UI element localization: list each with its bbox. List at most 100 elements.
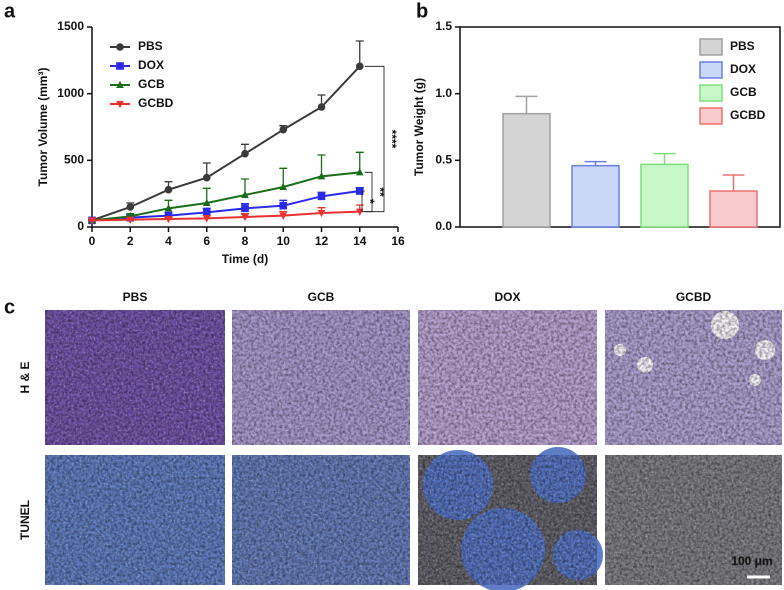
marker: [126, 216, 135, 224]
legend-label: GCBD: [730, 108, 766, 122]
marker: [202, 198, 211, 207]
series-line: [91, 210, 360, 222]
marker: [241, 190, 249, 199]
y-tick-label: 0: [77, 219, 84, 233]
marker: [88, 217, 96, 225]
error-bar: [722, 174, 745, 191]
micrograph-texture: [45, 310, 225, 445]
x-tick-label: 16: [391, 234, 405, 248]
marker: [279, 212, 288, 220]
error-bar: [515, 95, 538, 114]
micrograph-texture: [232, 455, 410, 585]
legend-label: PBS: [730, 39, 755, 53]
marker: [355, 62, 364, 71]
x-tick-label: 10: [277, 234, 291, 248]
legend-swatch: [699, 107, 723, 125]
legend-label: GCB: [730, 85, 757, 99]
marker: [126, 203, 135, 211]
column-label: GCBD: [676, 290, 712, 304]
micrograph-texture: [605, 310, 782, 445]
marker: [241, 213, 249, 222]
marker: [116, 100, 124, 109]
scale-bar-label: 100 μm: [731, 554, 772, 568]
micrograph-texture: [45, 455, 225, 585]
bar: [571, 164, 620, 228]
y-axis-label: Tumor Weight (g): [412, 78, 426, 176]
significance-bracket: [361, 190, 365, 213]
column-label: DOX: [494, 290, 520, 304]
legend-label: GCBD: [138, 96, 174, 110]
x-axis-label: Time (d): [222, 252, 268, 266]
marker: [241, 149, 249, 158]
y-tick-label: 0.0: [435, 219, 452, 233]
significance-label: *: [363, 199, 377, 204]
y-tick-label: 0.5: [435, 153, 452, 167]
micrograph-texture: [418, 310, 597, 445]
marker: [317, 192, 326, 201]
legend-swatch: [699, 38, 723, 56]
plot-frame: [459, 26, 781, 228]
y-tick-label: 1.5: [435, 19, 452, 33]
series-line: [91, 190, 360, 222]
bar: [502, 112, 551, 228]
marker: [317, 209, 326, 218]
error-bar: [653, 152, 676, 165]
marker: [202, 208, 211, 217]
legend-label: DOX: [730, 62, 756, 76]
marker: [279, 125, 288, 134]
bar: [709, 190, 758, 228]
legend-label: GCB: [138, 77, 165, 91]
x-tick-label: 6: [203, 234, 210, 248]
x-tick-label: 12: [315, 234, 329, 248]
marker: [202, 215, 211, 223]
column-label: PBS: [123, 290, 148, 304]
legend-label: DOX: [138, 58, 164, 72]
marker: [279, 201, 288, 210]
column-label: GCB: [308, 290, 335, 304]
x-tick-label: 4: [165, 234, 172, 248]
series-line: [91, 65, 361, 222]
x-tick-label: 14: [353, 234, 367, 248]
row-label: TUNEL: [18, 500, 32, 540]
marker: [164, 185, 173, 194]
marker: [279, 182, 288, 191]
legend-swatch: [699, 61, 723, 79]
marker: [241, 204, 249, 213]
marker: [116, 43, 124, 51]
legend-swatch: [699, 84, 723, 102]
marker: [317, 103, 326, 111]
micrograph-texture: [232, 310, 410, 445]
marker: [164, 211, 173, 220]
x-tick-label: 8: [242, 234, 249, 248]
y-tick-label: 500: [64, 153, 84, 167]
marker: [116, 62, 124, 70]
marker: [164, 204, 173, 212]
marker: [355, 168, 364, 176]
marker: [355, 187, 364, 195]
error-bar: [355, 40, 364, 67]
y-tick-label: 1000: [57, 86, 84, 100]
significance-label: **: [373, 187, 387, 197]
marker: [317, 172, 326, 180]
micrograph-texture: [605, 455, 782, 585]
legend-label: PBS: [138, 39, 163, 53]
micrograph-texture: [418, 455, 597, 585]
series-line: [91, 171, 360, 222]
x-tick-label: 0: [89, 234, 96, 248]
panel-label: c: [4, 296, 15, 318]
bar: [640, 163, 689, 228]
panel-label: b: [416, 0, 428, 22]
marker: [164, 215, 173, 224]
marker: [116, 80, 124, 89]
row-label: H & E: [18, 361, 32, 393]
x-tick-label: 2: [127, 234, 134, 248]
panel-label: a: [4, 0, 16, 22]
significance-label: ****: [385, 130, 399, 149]
y-tick-label: 1500: [57, 19, 84, 33]
significance-bracket: [364, 65, 385, 213]
y-tick-label: 1.0: [435, 86, 452, 100]
y-axis-label: Tumor Volume (mm³): [36, 68, 50, 187]
significance-bracket: [364, 171, 373, 213]
marker: [202, 173, 211, 182]
